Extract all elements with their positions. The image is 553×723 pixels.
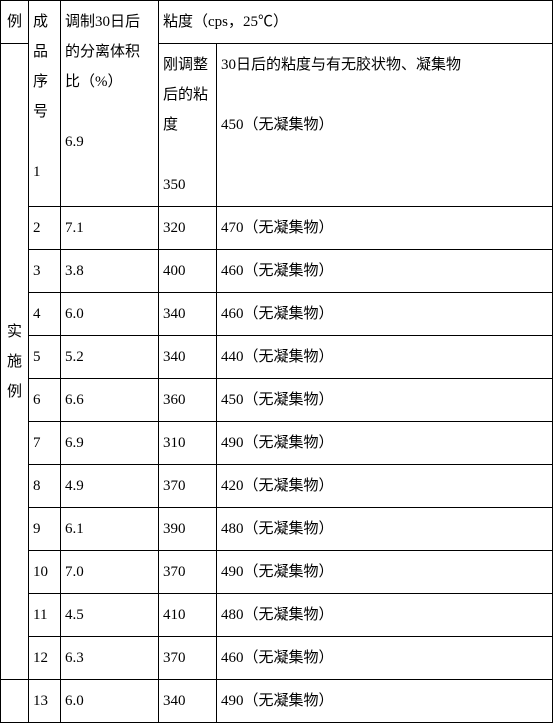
cell-seq: 5	[29, 336, 61, 379]
cell-visc-init: 370	[159, 551, 217, 594]
cell-seq: 11	[29, 594, 61, 637]
cell-visc-init: 310	[159, 422, 217, 465]
header-visc-init: 刚调整后的粘度 350	[159, 44, 217, 207]
data-table: 例 成品序号 1 调制30日后的分离体积比（%） 6.9 粘度（cps，25℃）…	[0, 0, 553, 723]
cell-sep: 6.1	[61, 508, 159, 551]
header-sep: 调制30日后的分离体积比（%） 6.9	[61, 1, 159, 207]
cell-visc-30d: 490（无凝集物）	[217, 680, 553, 723]
header-category: 例	[1, 1, 29, 44]
table-row: 12 6.3 370 460（无凝集物）	[1, 637, 553, 680]
header-seq: 成品序号 1	[29, 1, 61, 207]
cell-visc-30d: 450（无凝集物）	[217, 379, 553, 422]
cell-seq: 2	[29, 207, 61, 250]
cell-visc-30d: 490（无凝集物）	[217, 422, 553, 465]
cell-seq: 13	[29, 680, 61, 723]
table-row: 3 3.8 400 460（无凝集物）	[1, 250, 553, 293]
cell-sep: 3.8	[61, 250, 159, 293]
cell-visc-30d: 460（无凝集物）	[217, 250, 553, 293]
table-row: 7 6.9 310 490（无凝集物）	[1, 422, 553, 465]
cell-visc-30d: 420（无凝集物）	[217, 465, 553, 508]
cell-seq: 4	[29, 293, 61, 336]
cell-sep: 6.0	[61, 680, 159, 723]
row-1-visc-30d: 450（无凝集物）	[221, 117, 334, 133]
cell-visc-init: 360	[159, 379, 217, 422]
cell-seq: 3	[29, 250, 61, 293]
cell-sep: 6.9	[61, 422, 159, 465]
cell-visc-30d: 490（无凝集物）	[217, 551, 553, 594]
table-header-row-1: 例 成品序号 1 调制30日后的分离体积比（%） 6.9 粘度（cps，25℃）	[1, 1, 553, 44]
cell-visc-30d: 480（无凝集物）	[217, 508, 553, 551]
cell-visc-init: 410	[159, 594, 217, 637]
table-row: 10 7.0 370 490（无凝集物）	[1, 551, 553, 594]
cell-visc-30d: 460（无凝集物）	[217, 637, 553, 680]
header-visc-30d: 30日后的粘度与有无胶状物、凝集物 450（无凝集物）	[217, 44, 553, 207]
cell-visc-init: 370	[159, 465, 217, 508]
cell-seq: 6	[29, 379, 61, 422]
cell-visc-init: 370	[159, 637, 217, 680]
cell-sep: 7.0	[61, 551, 159, 594]
table-row: 5 5.2 340 440（无凝集物）	[1, 336, 553, 379]
table-row: 11 4.5 410 480（无凝集物）	[1, 594, 553, 637]
cell-sep: 6.0	[61, 293, 159, 336]
cell-seq: 10	[29, 551, 61, 594]
row-1-sep: 6.9	[65, 134, 84, 150]
cell-visc-30d: 440（无凝集物）	[217, 336, 553, 379]
cell-visc-init: 340	[159, 293, 217, 336]
cell-sep: 4.9	[61, 465, 159, 508]
cell-visc-30d: 470（无凝集物）	[217, 207, 553, 250]
cell-visc-30d: 460（无凝集物）	[217, 293, 553, 336]
table-row: 13 6.0 340 490（无凝集物）	[1, 680, 553, 723]
cell-visc-init: 400	[159, 250, 217, 293]
cell-seq: 8	[29, 465, 61, 508]
cell-seq: 9	[29, 508, 61, 551]
category-cell: 实施例	[1, 44, 29, 680]
table-row: 2 7.1 320 470（无凝集物）	[1, 207, 553, 250]
header-visc-init-label: 刚调整后的粘度	[163, 57, 208, 133]
cell-visc-init: 340	[159, 336, 217, 379]
row-1-visc-init: 350	[163, 177, 186, 193]
cell-sep: 6.6	[61, 379, 159, 422]
table-row: 9 6.1 390 480（无凝集物）	[1, 508, 553, 551]
table-row: 4 6.0 340 460（无凝集物）	[1, 293, 553, 336]
table-row: 8 4.9 370 420（无凝集物）	[1, 465, 553, 508]
cell-visc-30d: 480（无凝集物）	[217, 594, 553, 637]
cell-sep: 4.5	[61, 594, 159, 637]
header-sep-label: 调制30日后的分离体积比（%）	[65, 14, 140, 90]
cell-visc-init: 340	[159, 680, 217, 723]
category-cell-tail	[1, 680, 29, 723]
header-visc-30d-label: 30日后的粘度与有无胶状物、凝集物	[221, 57, 461, 73]
cell-sep: 6.3	[61, 637, 159, 680]
cell-visc-init: 390	[159, 508, 217, 551]
cell-seq: 7	[29, 422, 61, 465]
table-row: 6 6.6 360 450（无凝集物）	[1, 379, 553, 422]
header-seq-label: 成品序号	[33, 14, 48, 120]
data-table-wrapper: 例 成品序号 1 调制30日后的分离体积比（%） 6.9 粘度（cps，25℃）…	[0, 0, 553, 723]
cell-sep: 5.2	[61, 336, 159, 379]
row-1-seq: 1	[33, 164, 41, 180]
cell-sep: 7.1	[61, 207, 159, 250]
cell-visc-init: 320	[159, 207, 217, 250]
header-viscosity-group: 粘度（cps，25℃）	[159, 1, 553, 44]
cell-seq: 12	[29, 637, 61, 680]
